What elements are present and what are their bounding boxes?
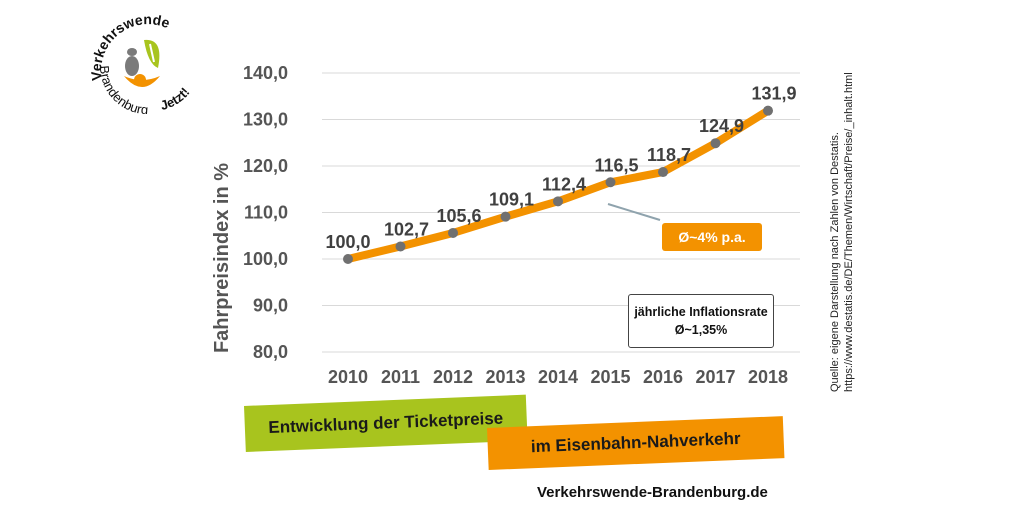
avg-growth-badge: Ø~4% p.a. — [662, 223, 762, 251]
logo-emblem-icon — [124, 39, 160, 87]
y-tick-label: 120,0 — [243, 156, 288, 176]
x-tick-label: 2018 — [748, 367, 788, 387]
x-tick-label: 2017 — [695, 367, 735, 387]
source-line-1: Quelle: eigene Darstellung nach Zahlen v… — [829, 132, 841, 392]
website-url: Verkehrswende-Brandenburg.de — [537, 484, 768, 501]
data-label: 118,7 — [647, 145, 691, 165]
data-point — [710, 138, 721, 149]
data-point — [763, 105, 773, 116]
y-tick-label: 80,0 — [253, 342, 288, 362]
x-tick-label: 2014 — [538, 367, 578, 387]
data-point — [395, 241, 406, 252]
x-axis-ticks: 2010 2011 2012 2013 2014 2015 2016 2017 2018 — [328, 367, 788, 387]
x-tick-label: 2011 — [381, 367, 420, 387]
data-point — [343, 254, 353, 264]
data-point — [605, 177, 616, 188]
y-tick-label: 100,0 — [243, 249, 288, 269]
inflation-title: jährliche Inflationsrate — [634, 305, 768, 319]
inflation-box: jährliche Inflationsrate Ø~1,35% — [628, 294, 774, 348]
x-tick-label: 2015 — [590, 367, 630, 387]
series-markers — [343, 105, 773, 264]
data-point — [500, 211, 511, 222]
data-label: 109,1 — [489, 190, 534, 210]
data-label: 112,4 — [542, 174, 586, 194]
x-tick-label: 2010 — [328, 367, 368, 387]
data-label: 124,9 — [699, 116, 744, 136]
y-tick-label: 140,0 — [243, 63, 288, 83]
y-axis-label: Fahrpreisindex in % — [211, 163, 233, 353]
data-label: 131,9 — [751, 84, 796, 104]
data-label: 102,7 — [384, 219, 429, 239]
inflation-value: Ø~1,35% — [674, 323, 728, 337]
data-point — [658, 167, 668, 178]
verkehrswende-logo: Verkehrswende Brandenburg Jetzt! — [88, 14, 193, 114]
chart-grid — [322, 72, 800, 353]
data-point — [553, 196, 563, 207]
y-axis-ticks: 80,0 90,0 100,0 110,0 120,0 130,0 140,0 — [243, 63, 288, 362]
x-tick-label: 2016 — [643, 367, 683, 387]
x-tick-label: 2013 — [485, 367, 525, 387]
source-line-2: https://www.destatis.de/DE/Themen/Wirtsc… — [843, 72, 855, 392]
y-tick-label: 130,0 — [243, 110, 288, 130]
data-label: 105,6 — [436, 206, 481, 226]
data-label: 116,5 — [594, 155, 638, 175]
data-label: 100,0 — [325, 232, 370, 252]
data-labels: 100,0 102,7 105,6 109,1 112,4 116,5 118,7 124,9… — [325, 84, 796, 252]
avg-pointer-line — [607, 203, 661, 221]
data-point — [448, 227, 458, 238]
x-tick-label: 2012 — [433, 367, 473, 387]
y-tick-label: 90,0 — [253, 296, 288, 316]
source-note: Quelle: eigene Darstellung nach Zahlen v… — [828, 72, 856, 392]
y-tick-label: 110,0 — [244, 203, 288, 223]
